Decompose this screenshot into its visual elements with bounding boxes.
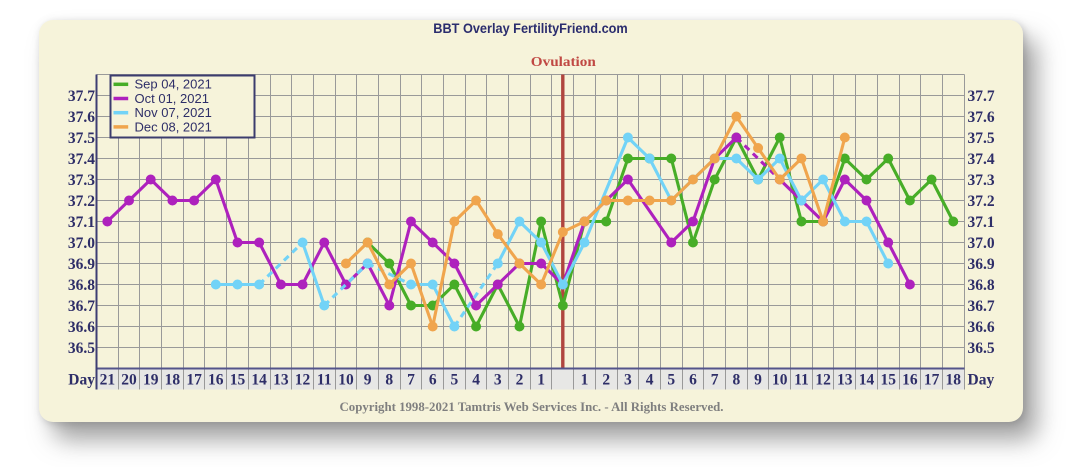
svg-text:36.8: 36.8 [968, 277, 995, 294]
svg-text:10: 10 [338, 371, 354, 388]
svg-text:4: 4 [646, 371, 654, 388]
svg-text:37.4: 37.4 [68, 151, 95, 168]
svg-text:14: 14 [251, 371, 267, 388]
svg-text:9: 9 [364, 371, 372, 388]
svg-text:16: 16 [902, 371, 918, 388]
svg-text:20: 20 [121, 371, 137, 388]
svg-text:13: 13 [837, 371, 853, 388]
svg-text:17: 17 [924, 371, 940, 388]
svg-text:Dec 08, 2021: Dec 08, 2021 [135, 119, 212, 134]
svg-text:37.0: 37.0 [968, 235, 995, 252]
svg-text:10: 10 [772, 371, 788, 388]
svg-text:21: 21 [100, 371, 116, 388]
svg-text:37.6: 37.6 [968, 109, 995, 126]
svg-text:37.2: 37.2 [68, 193, 95, 210]
svg-text:36.6: 36.6 [968, 319, 995, 336]
svg-text:15: 15 [880, 371, 896, 388]
svg-text:37.1: 37.1 [68, 214, 95, 231]
svg-text:11: 11 [317, 371, 332, 388]
svg-text:36.7: 36.7 [68, 298, 95, 315]
svg-text:1: 1 [537, 371, 545, 388]
svg-text:Copyright 1998-2021 Tamtris We: Copyright 1998-2021 Tamtris Web Services… [340, 400, 724, 414]
svg-text:3: 3 [494, 371, 502, 388]
svg-text:37.4: 37.4 [968, 151, 995, 168]
svg-text:16: 16 [208, 371, 224, 388]
svg-text:4: 4 [472, 371, 480, 388]
svg-text:36.9: 36.9 [68, 256, 95, 273]
svg-text:7: 7 [407, 371, 415, 388]
svg-text:12: 12 [815, 371, 831, 388]
svg-text:37.0: 37.0 [68, 235, 95, 252]
svg-text:Sep 04, 2021: Sep 04, 2021 [135, 77, 212, 92]
svg-text:37.2: 37.2 [968, 193, 995, 210]
svg-text:6: 6 [689, 371, 697, 388]
svg-text:36.6: 36.6 [68, 319, 95, 336]
svg-text:5: 5 [451, 371, 459, 388]
svg-text:2: 2 [516, 371, 524, 388]
svg-text:12: 12 [295, 371, 311, 388]
svg-text:Day: Day [68, 371, 95, 388]
svg-text:2: 2 [602, 371, 610, 388]
svg-text:37.7: 37.7 [68, 88, 95, 105]
svg-text:1: 1 [581, 371, 589, 388]
svg-text:37.3: 37.3 [68, 172, 95, 189]
svg-text:11: 11 [794, 371, 809, 388]
svg-text:18: 18 [946, 371, 962, 388]
svg-text:3: 3 [624, 371, 632, 388]
svg-text:15: 15 [230, 371, 246, 388]
svg-text:17: 17 [186, 371, 202, 388]
svg-text:14: 14 [859, 371, 875, 388]
svg-text:Ovulation: Ovulation [531, 55, 596, 70]
svg-text:9: 9 [754, 371, 762, 388]
svg-text:BBT Overlay FertilityFriend.co: BBT Overlay FertilityFriend.com [433, 21, 628, 36]
svg-text:36.7: 36.7 [968, 298, 995, 315]
svg-text:13: 13 [273, 371, 289, 388]
svg-text:36.8: 36.8 [68, 277, 95, 294]
svg-text:Oct 01, 2021: Oct 01, 2021 [135, 91, 209, 106]
svg-text:8: 8 [732, 371, 740, 388]
svg-text:6: 6 [429, 371, 437, 388]
svg-text:37.3: 37.3 [968, 172, 995, 189]
svg-text:36.5: 36.5 [968, 340, 995, 357]
svg-text:7: 7 [711, 371, 719, 388]
svg-text:37.6: 37.6 [68, 109, 95, 126]
svg-text:5: 5 [667, 371, 675, 388]
svg-text:37.1: 37.1 [968, 214, 995, 231]
svg-text:8: 8 [385, 371, 393, 388]
svg-text:37.5: 37.5 [968, 130, 995, 147]
svg-text:36.9: 36.9 [968, 256, 995, 273]
svg-text:37.7: 37.7 [968, 88, 995, 105]
svg-text:19: 19 [143, 371, 159, 388]
svg-text:37.5: 37.5 [68, 130, 95, 147]
svg-text:Nov 07, 2021: Nov 07, 2021 [135, 105, 212, 120]
svg-text:Day: Day [968, 371, 995, 388]
svg-text:18: 18 [165, 371, 181, 388]
svg-text:36.5: 36.5 [68, 340, 95, 357]
